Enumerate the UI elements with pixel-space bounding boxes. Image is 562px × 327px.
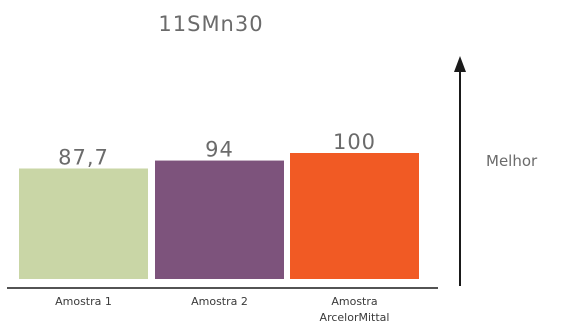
better-arrow xyxy=(454,56,466,286)
bar-2 xyxy=(155,160,284,279)
category-label-1: Amostra 1 xyxy=(55,295,112,308)
value-label-2: 94 xyxy=(205,138,234,162)
category-label-3-line-2: ArcelorMittal xyxy=(320,311,390,324)
bars-group xyxy=(19,153,419,279)
value-label-3: 100 xyxy=(333,130,376,154)
value-label-1: 87,7 xyxy=(58,145,109,169)
arrow-head-icon xyxy=(454,56,466,72)
category-label-2: Amostra 2 xyxy=(191,295,248,308)
chart-title: 11SMn30 xyxy=(158,12,263,36)
value-labels-group: 87,7 94 100 xyxy=(58,130,376,169)
bar-3 xyxy=(290,153,419,279)
category-labels-group: Amostra 1 Amostra 2 Amostra ArcelorMittal xyxy=(55,295,389,324)
better-label: Melhor xyxy=(486,152,538,170)
bar-1 xyxy=(19,168,148,279)
category-label-3-line-1: Amostra xyxy=(331,295,377,308)
